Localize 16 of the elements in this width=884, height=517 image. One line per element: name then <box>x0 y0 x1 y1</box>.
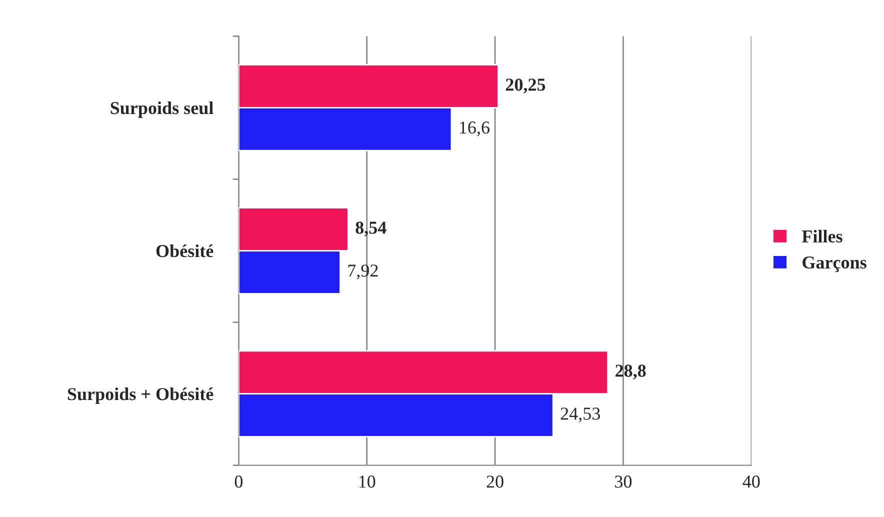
x-tick-label: 0 <box>234 476 243 488</box>
y-tick-label: Obésité <box>156 244 214 258</box>
legend-label: Garçons <box>802 256 866 272</box>
x-tick-label: 20 <box>486 476 504 488</box>
data-label: 24,53 <box>560 408 600 422</box>
x-tick-label: 40 <box>742 476 760 488</box>
y-tick-label: Surpoids + Obésité <box>68 388 214 404</box>
y-tick-label: Surpoids seul <box>110 101 214 118</box>
data-label: 7,92 <box>348 264 378 280</box>
legend-label: Filles <box>802 230 842 243</box>
data-label: 28,8 <box>616 364 646 380</box>
x-tick-label: 30 <box>615 476 632 488</box>
data-label: 16,6 <box>460 122 490 136</box>
data-label: 8,54 <box>356 222 386 236</box>
x-tick-label: 10 <box>359 476 376 488</box>
data-label: 20,25 <box>506 78 546 94</box>
